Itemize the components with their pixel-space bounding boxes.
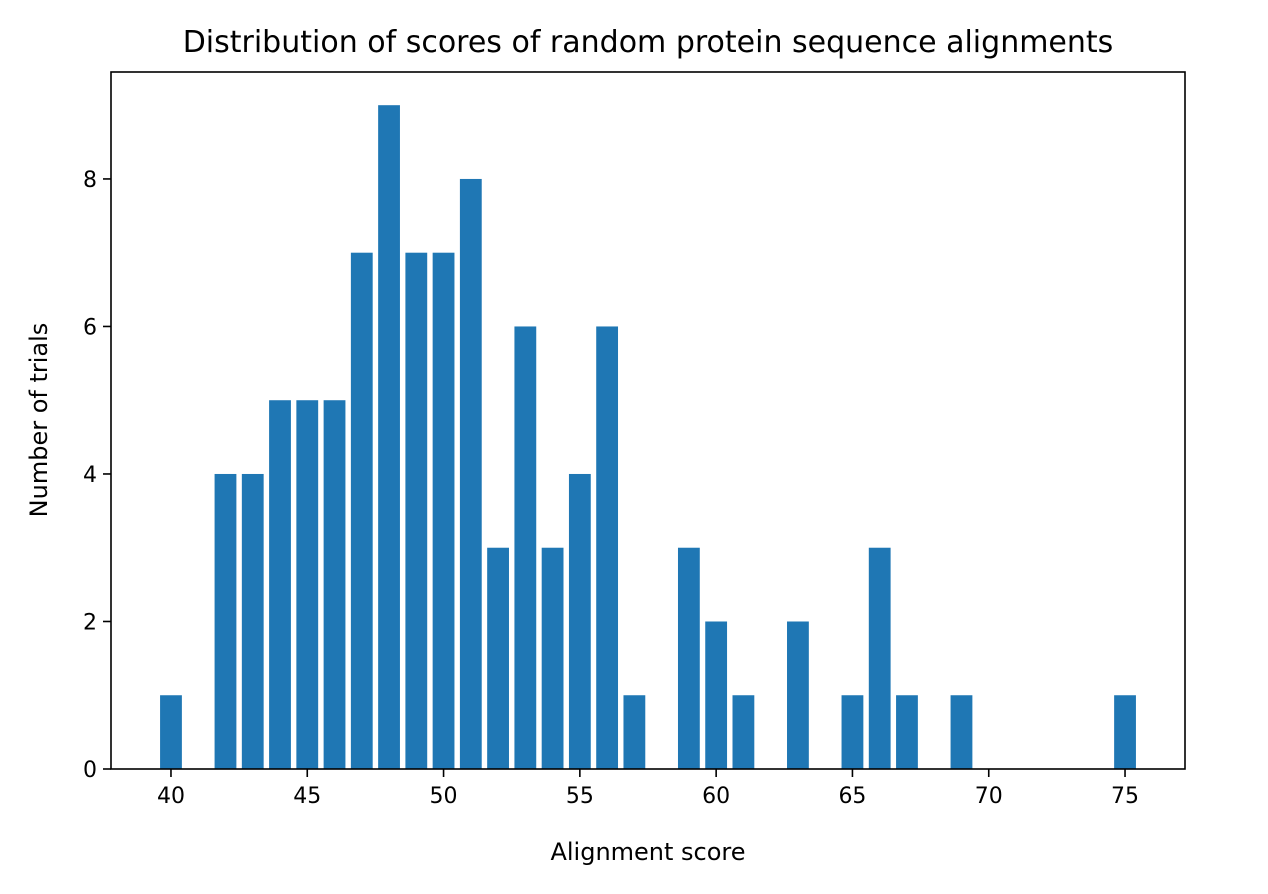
bar-score-47 <box>350 252 373 769</box>
bar-score-69 <box>950 695 973 769</box>
bar-score-48 <box>378 105 400 769</box>
bar-score-55 <box>568 473 591 769</box>
bar-score-50 <box>432 252 455 769</box>
y-tick-label: 8 <box>83 168 97 193</box>
bar-score-57 <box>623 695 646 769</box>
y-tick-label: 2 <box>83 610 97 635</box>
y-axis-ticks: 0 2 4 6 8 <box>83 168 111 783</box>
y-tick-label: 0 <box>83 758 97 783</box>
bar-score-51 <box>459 178 482 769</box>
x-tick-label: 50 <box>430 784 458 809</box>
x-tick-label: 70 <box>975 784 1003 809</box>
bar-score-49 <box>405 252 428 769</box>
x-tick-label: 75 <box>1111 784 1139 809</box>
bar-score-53 <box>514 326 537 769</box>
bar-score-75 <box>1114 695 1136 769</box>
bar-score-52 <box>487 547 509 769</box>
x-axis-ticks: 40 45 50 55 60 65 70 75 <box>157 769 1139 809</box>
x-tick-label: 60 <box>702 784 730 809</box>
bar-score-60 <box>705 621 728 769</box>
bar-score-43 <box>241 473 264 769</box>
y-axis-label: Number of trials <box>25 323 53 518</box>
y-tick-label: 4 <box>83 463 97 488</box>
bar-score-54 <box>541 547 564 769</box>
x-tick-label: 45 <box>293 784 321 809</box>
bar-score-40 <box>160 695 182 769</box>
bar-score-66 <box>868 547 891 769</box>
bar-score-44 <box>269 400 291 769</box>
bar-score-45 <box>296 400 319 769</box>
bar-score-65 <box>841 695 864 769</box>
x-axis-label: Alignment score <box>550 838 745 866</box>
bar-score-67 <box>896 695 918 769</box>
y-tick-label: 6 <box>83 315 97 340</box>
bar-score-61 <box>732 695 755 769</box>
bar-score-63 <box>787 621 809 769</box>
chart-title: Distribution of scores of random protein… <box>183 25 1114 60</box>
bar-score-56 <box>596 326 619 769</box>
bar-score-59 <box>677 547 700 769</box>
x-tick-label: 55 <box>566 784 594 809</box>
plot-area-frame <box>110 71 1186 770</box>
x-tick-label: 65 <box>838 784 866 809</box>
bar-group <box>160 105 1136 769</box>
x-tick-label: 40 <box>157 784 185 809</box>
bar-score-46 <box>323 400 346 769</box>
bar-score-42 <box>214 473 237 769</box>
